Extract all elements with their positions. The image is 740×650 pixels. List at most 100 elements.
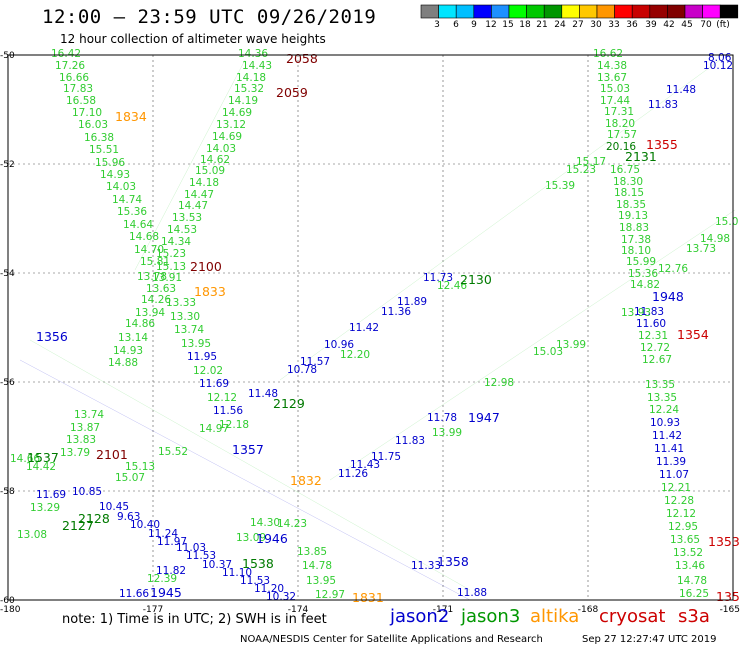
swh-label: 16.62 [593,48,623,60]
swh-label: 14.68 [129,231,159,243]
swh-label: 15.52 [158,446,188,458]
swh-label: 17.57 [607,129,637,141]
pass-time-label: 1832 [290,473,322,488]
color-legend-bar [420,4,739,19]
swh-label: 13.94 [135,307,165,319]
swh-label: 11.69 [36,489,66,501]
legend-swatch [526,4,545,19]
swh-label: 15.96 [95,157,125,169]
swh-label: 11.83 [395,435,425,447]
swh-label: 15.17 [576,156,606,168]
swh-label: 17.26 [55,60,85,72]
swh-label: 12.31 [638,330,668,342]
track-line [279,59,721,381]
legend-label: 24 [554,20,566,30]
pass-time-label: 1356 [36,329,68,344]
legend-label: 9 [471,20,477,30]
swh-label: 14.53 [167,224,197,236]
swh-label: 16.42 [51,48,81,60]
legend-label: 70 [700,20,712,30]
swh-label: 12.02 [193,365,223,377]
satellite-legend-jason2: jason2 [390,606,450,627]
swh-label: 13.87 [70,422,100,434]
swh-label: 13.73 [686,243,716,255]
swh-label: 14.36 [238,48,268,60]
legend-label: 27 [572,20,584,30]
swh-label: 12.98 [484,377,514,389]
swh-label: 11.57 [300,356,330,368]
swh-label: 13.85 [297,546,327,558]
pass-time-label: 1947 [468,410,500,425]
swh-label: 11.43 [350,459,380,471]
swh-label: 15.09 [195,165,225,177]
legend-swatch [684,4,703,19]
legend-label: 12 [485,20,497,30]
swh-label: 14.69 [212,131,242,143]
swh-label: 15.23 [156,248,186,260]
swh-label: 18.30 [613,176,643,188]
swh-label: 18.10 [621,245,651,257]
swh-label: 11.60 [636,318,666,330]
swh-label: 20.16 [606,141,636,153]
legend-swatch [491,4,510,19]
pass-time-label: 1946 [256,531,288,546]
swh-label: 17.44 [600,95,630,107]
legend-swatch [543,4,563,19]
swh-label: 12.95 [668,521,698,533]
pass-time-label: 2127 [62,518,94,533]
swh-label: 12.12 [666,508,696,520]
swh-label: 11.42 [349,322,379,334]
swh-label: 11.82 [156,565,186,577]
swh-label: 15.03 [600,83,630,95]
track-line [19,359,471,601]
wave-height-labels: 16.4217.2616.6617.8316.5817.1016.0316.38… [10,48,738,603]
swh-label: 13.79 [60,447,90,459]
x-tick-label: -177 [143,605,163,615]
generated-time: Sep 27 12:27:47 UTC 2019 [582,634,717,645]
pass-time-label: 2100 [190,259,222,274]
swh-label: 10.45 [99,501,129,513]
swh-label: 11.33 [411,560,441,572]
swh-label: 11.48 [666,84,696,96]
swh-label: 13.74 [174,324,204,336]
swh-label: 12.97 [315,589,345,601]
legend-label: 33 [608,20,620,30]
swh-label: 13.91 [152,272,182,284]
swh-label: 14.03 [206,143,236,155]
pass-time-label: 1358 [437,554,469,569]
satellite-legend-jason3: jason3 [461,606,521,627]
swh-label: 15.36 [628,268,658,280]
swh-label: 15.13 [125,461,155,473]
pass-time-label: 2129 [273,396,305,411]
swh-label: 11.56 [213,405,243,417]
swh-label: 18.20 [605,118,635,130]
legend-label: 45 [681,20,693,30]
swh-label: 13.67 [597,72,627,84]
pass-time-label: 2128 [78,511,110,526]
legend-label: 3 [434,20,440,30]
legend-label: 36 [626,20,638,30]
swh-label: 15.32 [234,83,264,95]
pass-time-label: 1353 [708,534,740,549]
satellite-legend-s3a: s3a [678,606,710,627]
y-tick-label: -52 [0,160,15,170]
swh-label: 14.69 [222,107,252,119]
satellite-legend-cryosat: cryosat [599,606,666,627]
swh-label: 11.66 [119,588,149,600]
swh-label: 11.83 [648,99,678,111]
swh-label: 15.13 [156,261,186,273]
swh-label: 18.35 [616,199,646,211]
swh-label: 13.83 [66,434,96,446]
legend-swatch [561,4,580,19]
swh-label: 11.97 [157,536,187,548]
swh-label: 13.65 [670,534,700,546]
swh-label: 15.03 [533,346,563,358]
swh-label: 14.23 [277,518,307,530]
swh-label: 16.66 [59,72,89,84]
swh-label: 11.88 [457,587,487,599]
swh-label: 12.76 [658,263,688,275]
track-line [29,339,471,591]
swh-label: 14.78 [677,575,707,587]
legend-swatch [719,4,739,19]
